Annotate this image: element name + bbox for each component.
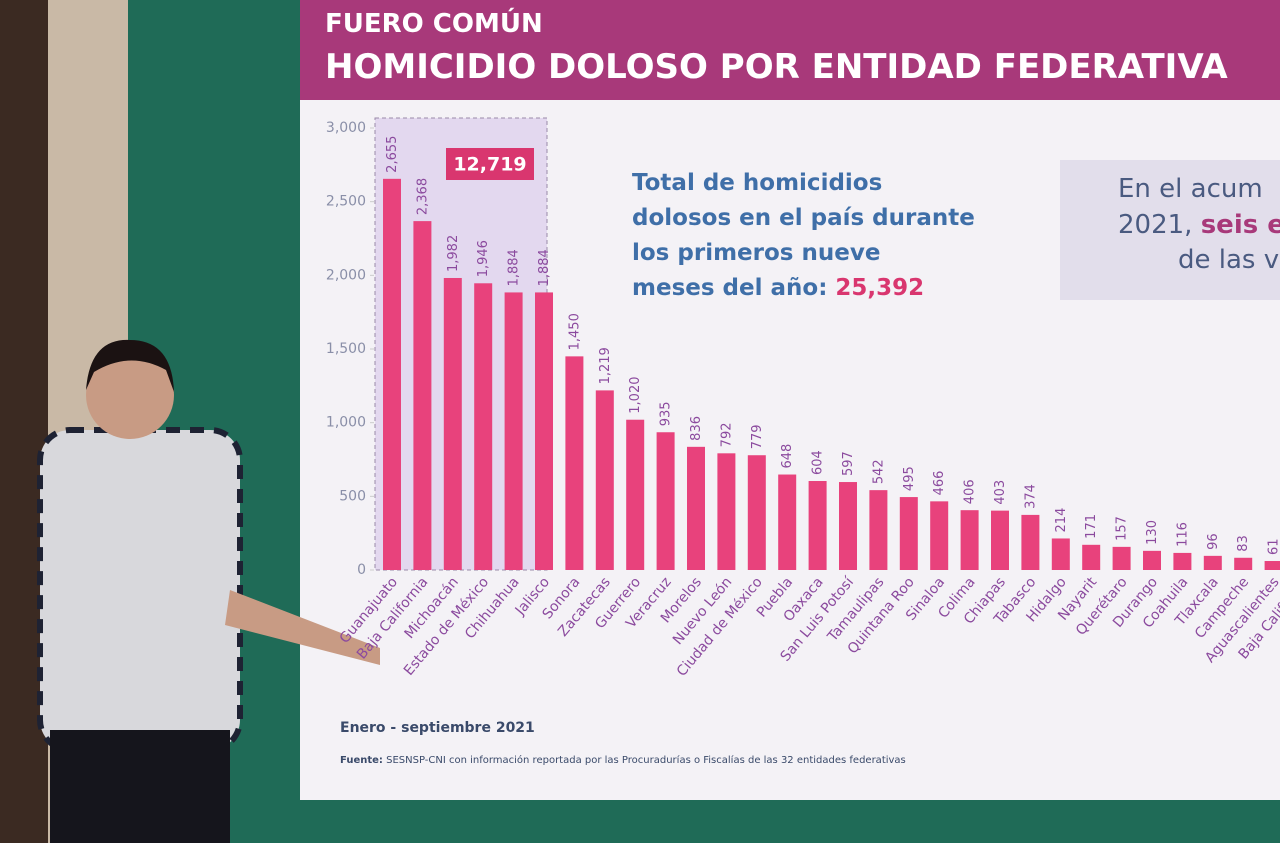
value-label: 1,450	[567, 313, 582, 350]
value-label: 1,946	[476, 240, 491, 277]
note-line: meses del año: 25,392	[632, 275, 924, 301]
note-text: meses del año:	[632, 275, 835, 301]
note-line: dolosos en el país durante	[632, 205, 975, 231]
bar	[383, 178, 401, 570]
value-label: 1,982	[446, 235, 461, 272]
bar	[960, 510, 979, 570]
bar	[565, 356, 584, 570]
bar	[1203, 555, 1222, 570]
value-label: 171	[1084, 514, 1099, 539]
value-label: 403	[993, 480, 1008, 505]
bar	[991, 510, 1009, 570]
bar	[899, 497, 918, 570]
value-label: 836	[689, 416, 704, 441]
source-text: SESNSP-CNI con información reportada por…	[383, 754, 906, 766]
bar	[778, 474, 797, 570]
bar	[626, 419, 645, 570]
bar	[747, 455, 766, 570]
side-note: 2021, seis es	[1118, 210, 1280, 240]
value-label: 1,884	[537, 249, 552, 286]
value-label: 779	[750, 424, 765, 449]
bar	[869, 490, 888, 570]
bar	[1143, 550, 1161, 570]
y-tick-label: 3,000	[326, 120, 366, 136]
value-label: 2,655	[385, 136, 400, 173]
bar	[1021, 514, 1040, 570]
y-tick-label: 2,000	[326, 267, 366, 283]
note-line: Total de homicidios	[632, 170, 882, 196]
value-label: 935	[659, 401, 674, 426]
value-label: 157	[1115, 516, 1130, 541]
value-label: 542	[871, 459, 886, 484]
bar	[687, 446, 705, 570]
value-label: 61	[1267, 538, 1280, 555]
period: Enero - septiembre 2021	[340, 720, 535, 736]
source-label: Fuente:	[340, 755, 383, 766]
value-label: 792	[719, 422, 734, 447]
value-label: 83	[1236, 535, 1251, 552]
side-note-bold: seis es	[1201, 210, 1280, 240]
value-label: 214	[1054, 508, 1069, 533]
bar	[474, 283, 493, 570]
bar	[443, 277, 462, 570]
bar	[1264, 561, 1280, 570]
value-label: 604	[811, 450, 826, 475]
note-total: 25,392	[835, 275, 924, 301]
y-tick-label: 1,500	[326, 341, 366, 357]
value-label: 648	[780, 444, 795, 469]
value-label: 597	[841, 451, 856, 476]
y-tick-label: 500	[339, 488, 366, 504]
bar	[595, 390, 614, 570]
value-label: 1,219	[598, 347, 613, 384]
side-note-part: 2021,	[1118, 210, 1201, 240]
bar	[1173, 552, 1192, 570]
bar	[504, 292, 523, 570]
bar	[930, 501, 949, 570]
highlight-badge	[446, 148, 534, 180]
note-text: Total de homicidios	[632, 170, 882, 196]
value-label: 406	[963, 479, 978, 504]
note-line: los primeros nueve	[632, 240, 880, 266]
value-label: 1,884	[507, 249, 522, 286]
value-label: 374	[1023, 484, 1038, 509]
kicker: FUERO COMÚN	[325, 7, 543, 39]
bar	[413, 221, 432, 570]
y-tick-label: 0	[357, 562, 366, 578]
value-label: 466	[932, 471, 947, 496]
value-label: 495	[902, 466, 917, 491]
bar	[1051, 538, 1070, 570]
bar	[839, 482, 857, 570]
bar	[535, 292, 553, 570]
bar	[1112, 546, 1131, 570]
note-text: dolosos en el país durante	[632, 205, 975, 231]
slide-title: HOMICIDIO DOLOSO POR ENTIDAD FEDERATIVA	[325, 47, 1228, 87]
value-label: 1,020	[628, 377, 643, 414]
presenter	[37, 339, 380, 843]
side-note-box	[1060, 160, 1280, 300]
value-label: 130	[1145, 520, 1160, 545]
value-label: 96	[1206, 533, 1221, 550]
bar	[656, 432, 675, 570]
side-note: En el acum	[1118, 174, 1263, 204]
slide-header	[300, 0, 1280, 100]
side-note: de las v	[1178, 245, 1279, 275]
value-label: 116	[1175, 522, 1190, 547]
highlight-value: 12,719	[453, 154, 526, 176]
value-label: 2,368	[415, 178, 430, 215]
y-tick-label: 1,000	[326, 415, 366, 431]
bar	[1234, 557, 1253, 570]
note-text: los primeros nueve	[632, 240, 880, 266]
source: Fuente: SESNSP-CNI con información repor…	[340, 754, 906, 766]
bar	[1082, 544, 1101, 570]
y-tick-label: 2,500	[326, 194, 366, 210]
bar	[717, 453, 736, 570]
bar	[808, 481, 827, 570]
